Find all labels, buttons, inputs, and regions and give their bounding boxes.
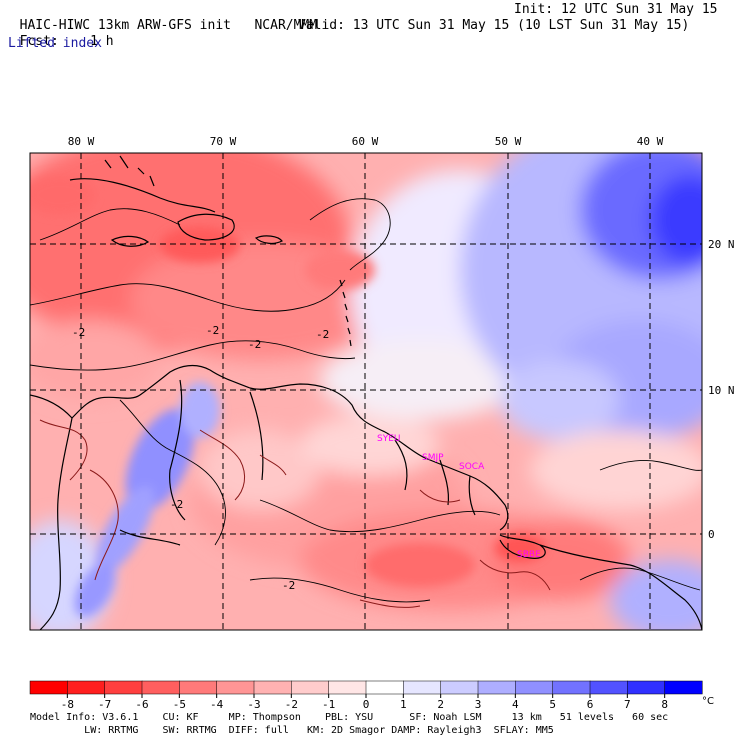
colorbar-swatch bbox=[179, 680, 218, 695]
lon-label: 60 W bbox=[352, 135, 379, 148]
colorbar-swatch bbox=[365, 680, 404, 695]
colorbar-swatch bbox=[664, 680, 703, 695]
colorbar-swatch bbox=[515, 680, 554, 695]
colorbar-tick-label: -7 bbox=[98, 698, 111, 711]
colorbar-swatch bbox=[328, 680, 367, 695]
lat-labels: 20 N 10 N 0 bbox=[708, 238, 735, 541]
colorbar-tick-label: -6 bbox=[135, 698, 148, 711]
model-info-line2: LW: RRTMG SW: RRTMG DIFF: full KM: 2D Sm… bbox=[30, 725, 554, 736]
field-name: Lifted index bbox=[8, 36, 102, 51]
colorbar-swatch bbox=[104, 680, 143, 695]
init-time: Init: 12 UTC Sun 31 May 15 bbox=[514, 2, 718, 17]
colorbar bbox=[29, 680, 703, 695]
latlon-grid bbox=[30, 153, 702, 630]
colorbar-tick-label: -1 bbox=[322, 698, 335, 711]
colorbar-tick-label: -2 bbox=[285, 698, 298, 711]
model-info-line1: Model Info: V3.6.1 CU: KF MP: Thompson P… bbox=[30, 712, 669, 723]
colorbar-tick-label: 7 bbox=[624, 698, 631, 711]
lifted-index-contours bbox=[30, 198, 702, 603]
lat-label: 20 N bbox=[708, 238, 735, 251]
colorbar-tick-label: 2 bbox=[437, 698, 444, 711]
fcst-value: 1 h bbox=[90, 34, 114, 49]
colorbar-swatch bbox=[477, 680, 516, 695]
valid-time: Valid: 13 UTC Sun 31 May 15 (10 LST Sun … bbox=[298, 18, 690, 33]
colorbar-swatch bbox=[216, 680, 255, 695]
colorbar-tick-label: 6 bbox=[587, 698, 594, 711]
contour-label: -2 bbox=[170, 498, 183, 511]
lon-label: 80 W bbox=[68, 135, 95, 148]
contour-labels: -2 -2 -2 -2 -2 -2 bbox=[72, 324, 329, 592]
station-labels: SYEU SMJP SOCA SBBE bbox=[377, 434, 541, 560]
colorbar-tick-label: 8 bbox=[661, 698, 668, 711]
colorbar-tick-label: -5 bbox=[173, 698, 186, 711]
colorbar-tick-label: 1 bbox=[400, 698, 407, 711]
station-label: SMJP bbox=[422, 453, 444, 463]
contour-label: -2 bbox=[248, 338, 261, 351]
station-label: SOCA bbox=[459, 462, 485, 472]
lat-label: 0 bbox=[708, 528, 715, 541]
colorbar-swatch bbox=[440, 680, 479, 695]
colorbar-swatch bbox=[67, 680, 106, 695]
lon-label: 70 W bbox=[210, 135, 237, 148]
map-frame bbox=[29, 152, 703, 631]
map-field bbox=[30, 153, 702, 630]
colorbar-swatch bbox=[403, 680, 442, 695]
model-title-text: HAIC-HIWC 13km ARW-GFS init bbox=[19, 18, 231, 33]
fcst-label: Fcst: bbox=[19, 34, 59, 49]
colorbar-tick-label: 5 bbox=[549, 698, 556, 711]
colorbar-swatch bbox=[29, 680, 68, 695]
org-text: NCAR/MMM bbox=[254, 18, 318, 33]
contour-label: -2 bbox=[72, 326, 85, 339]
lat-label: 10 N bbox=[708, 384, 735, 397]
contour-label: -2 bbox=[316, 328, 329, 341]
contour-label: -2 bbox=[206, 324, 219, 337]
terrain-contours bbox=[39, 419, 551, 608]
colorbar-swatch bbox=[627, 680, 666, 695]
colorbar-ticks: -8 -7 -6 -5 -4 -3 -2 -1 0 1 2 3 4 5 6 7 8 bbox=[61, 694, 668, 711]
colorbar-swatch bbox=[253, 680, 292, 695]
colorbar-tick-label: -3 bbox=[247, 698, 260, 711]
station-label: SBBE bbox=[517, 550, 541, 560]
colorbar-tick-label: 0 bbox=[363, 698, 370, 711]
colorbar-unit: °C bbox=[702, 696, 714, 707]
station-label: SYEU bbox=[377, 434, 400, 444]
lon-labels: 80 W 70 W 60 W 50 W 40 W bbox=[68, 135, 664, 148]
colorbar-tick-label: -8 bbox=[61, 698, 74, 711]
lon-label: 50 W bbox=[495, 135, 522, 148]
colorbar-swatch bbox=[552, 680, 591, 695]
forecast-hour: Fcst: 1 h bbox=[4, 18, 114, 50]
colorbar-tick-label: -4 bbox=[210, 698, 224, 711]
model-title: HAIC-HIWC 13km ARW-GFS init NCAR/MMM bbox=[4, 2, 317, 34]
colorbar-swatch bbox=[141, 680, 180, 695]
colorbar-tick-label: 4 bbox=[512, 698, 519, 711]
lon-label: 40 W bbox=[637, 135, 664, 148]
coastlines bbox=[30, 155, 702, 630]
colorbar-swatch bbox=[291, 680, 330, 695]
colorbar-swatch bbox=[589, 680, 628, 695]
contour-label: -2 bbox=[282, 579, 295, 592]
colorbar-tick-label: 3 bbox=[475, 698, 482, 711]
